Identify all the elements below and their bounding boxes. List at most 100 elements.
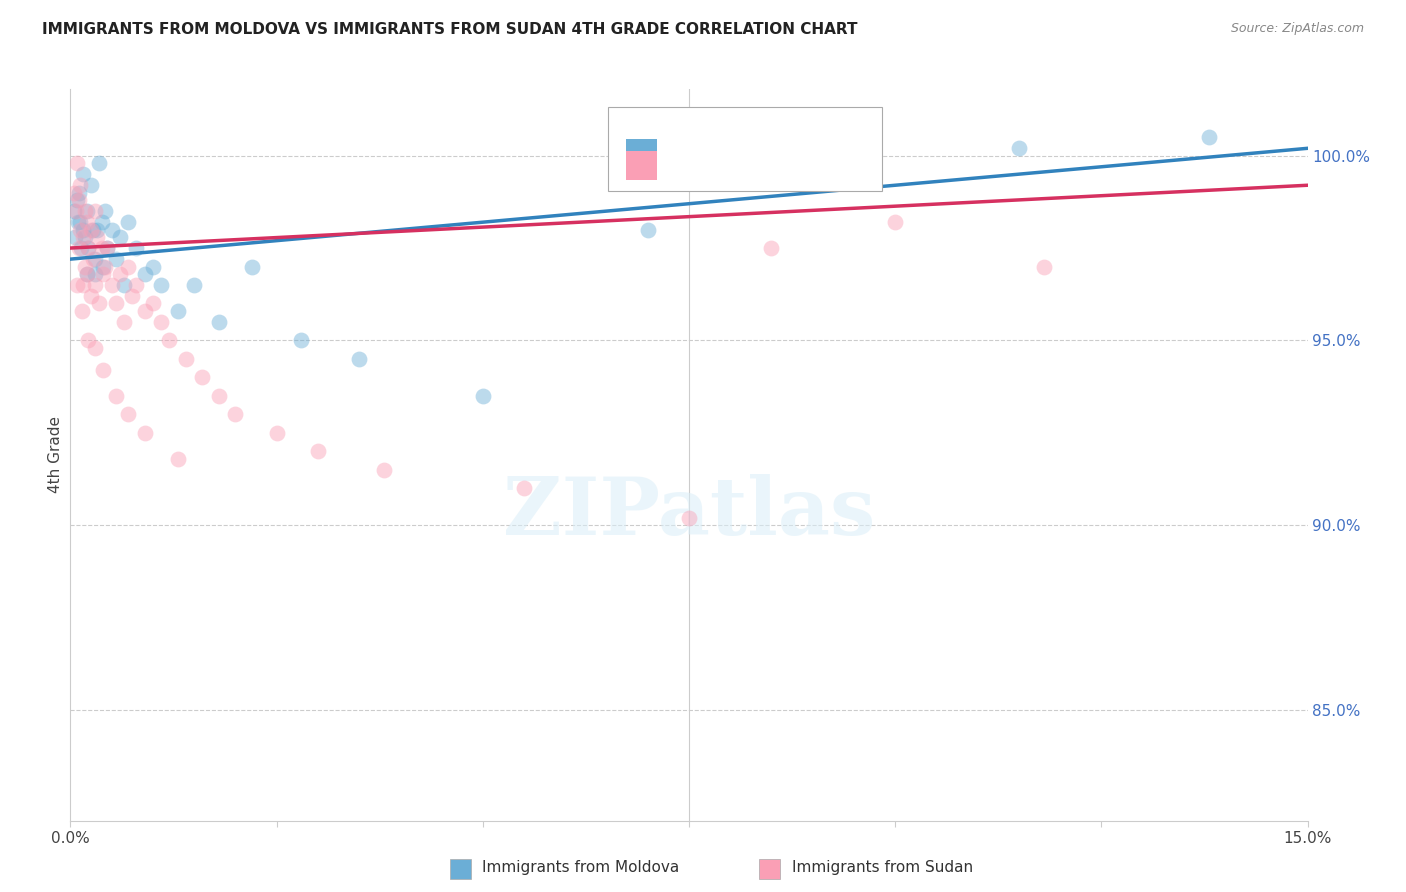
Point bbox=[69, 178, 91, 193]
Point bbox=[373, 463, 395, 477]
Point bbox=[290, 334, 312, 348]
Point bbox=[108, 230, 131, 244]
Point bbox=[104, 296, 127, 310]
Point bbox=[150, 277, 173, 292]
Point bbox=[76, 267, 98, 281]
Point bbox=[224, 407, 246, 421]
Point bbox=[91, 267, 114, 281]
Point bbox=[65, 230, 87, 244]
Point bbox=[142, 260, 165, 274]
Point bbox=[208, 389, 231, 403]
Point bbox=[65, 204, 87, 219]
Point bbox=[69, 222, 91, 236]
Point bbox=[84, 277, 107, 292]
Text: R =  0.113   N = 57: R = 0.113 N = 57 bbox=[668, 156, 831, 174]
Point bbox=[125, 277, 148, 292]
Point bbox=[761, 241, 783, 255]
Point bbox=[96, 241, 118, 255]
Point bbox=[703, 149, 725, 163]
Point bbox=[84, 252, 107, 267]
Point bbox=[70, 303, 93, 318]
Point bbox=[134, 425, 156, 440]
Point bbox=[72, 167, 94, 181]
Point bbox=[75, 260, 97, 274]
Point bbox=[104, 389, 127, 403]
Point bbox=[513, 481, 536, 495]
Point bbox=[240, 260, 263, 274]
Point bbox=[86, 222, 108, 236]
Point bbox=[67, 186, 90, 200]
Point bbox=[63, 186, 86, 200]
Point bbox=[104, 252, 127, 267]
Point bbox=[89, 156, 111, 170]
Point bbox=[80, 222, 103, 236]
Point bbox=[100, 222, 122, 236]
Point bbox=[91, 260, 114, 274]
Point bbox=[66, 193, 89, 207]
Point bbox=[70, 241, 93, 255]
Point bbox=[84, 341, 107, 355]
Point bbox=[67, 241, 90, 255]
Point bbox=[678, 510, 700, 524]
Point bbox=[84, 267, 107, 281]
Point bbox=[174, 351, 197, 366]
Point bbox=[117, 215, 139, 229]
Point bbox=[63, 204, 86, 219]
Text: IMMIGRANTS FROM MOLDOVA VS IMMIGRANTS FROM SUDAN 4TH GRADE CORRELATION CHART: IMMIGRANTS FROM MOLDOVA VS IMMIGRANTS FR… bbox=[42, 22, 858, 37]
Point bbox=[77, 334, 100, 348]
Point bbox=[150, 315, 173, 329]
Point bbox=[134, 303, 156, 318]
Point bbox=[347, 351, 370, 366]
Point bbox=[134, 267, 156, 281]
Point bbox=[89, 296, 111, 310]
Point bbox=[72, 222, 94, 236]
Point bbox=[96, 241, 118, 255]
Point bbox=[112, 277, 135, 292]
Point bbox=[121, 289, 143, 303]
Point bbox=[307, 444, 329, 458]
Text: Source: ZipAtlas.com: Source: ZipAtlas.com bbox=[1230, 22, 1364, 36]
Point bbox=[1008, 141, 1031, 155]
Point bbox=[75, 230, 97, 244]
Point bbox=[69, 215, 91, 229]
Point bbox=[266, 425, 288, 440]
Point bbox=[108, 267, 131, 281]
Point bbox=[94, 260, 117, 274]
Point bbox=[112, 315, 135, 329]
Point bbox=[76, 204, 98, 219]
Point bbox=[142, 296, 165, 310]
Point bbox=[84, 204, 107, 219]
Text: Immigrants from Moldova: Immigrants from Moldova bbox=[482, 861, 679, 875]
Point bbox=[94, 204, 117, 219]
Point bbox=[91, 363, 114, 377]
Point bbox=[90, 215, 112, 229]
Point bbox=[82, 252, 104, 267]
Text: R = 0.276   N = 43: R = 0.276 N = 43 bbox=[668, 122, 825, 140]
Point bbox=[471, 389, 494, 403]
Point bbox=[1032, 260, 1054, 274]
Point bbox=[82, 222, 104, 236]
Point bbox=[76, 215, 98, 229]
Point bbox=[90, 241, 112, 255]
Point bbox=[77, 241, 100, 255]
Point bbox=[80, 289, 103, 303]
Point bbox=[166, 303, 188, 318]
Point bbox=[86, 230, 108, 244]
Text: Immigrants from Sudan: Immigrants from Sudan bbox=[792, 861, 973, 875]
Point bbox=[72, 277, 94, 292]
Point bbox=[75, 204, 97, 219]
Point bbox=[208, 315, 231, 329]
Point bbox=[72, 230, 94, 244]
Point bbox=[117, 407, 139, 421]
Point bbox=[67, 193, 90, 207]
Point bbox=[125, 241, 148, 255]
Point bbox=[637, 222, 659, 236]
Text: ZIPatlas: ZIPatlas bbox=[503, 475, 875, 552]
Point bbox=[77, 241, 100, 255]
Point bbox=[66, 277, 89, 292]
Y-axis label: 4th Grade: 4th Grade bbox=[48, 417, 63, 493]
Point bbox=[191, 370, 214, 384]
Point bbox=[80, 178, 103, 193]
Point bbox=[166, 451, 188, 466]
Point bbox=[76, 267, 98, 281]
